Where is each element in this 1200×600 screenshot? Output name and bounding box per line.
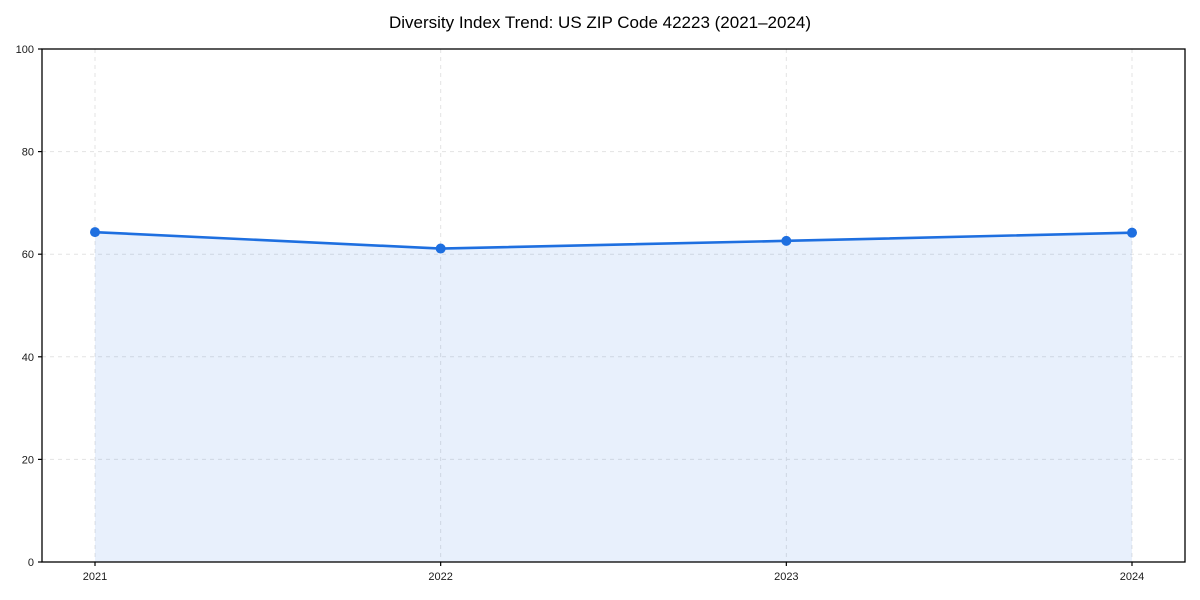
plot-spines	[41, 48, 1186, 563]
y-tick-label: 100	[16, 44, 34, 56]
area-fill	[95, 232, 1132, 563]
x-tick-label: 2023	[774, 571, 798, 583]
y-tick-label: 40	[22, 352, 34, 364]
x-tick-label: 2022	[428, 571, 452, 583]
data-point-marker	[90, 227, 100, 238]
data-point-marker	[781, 235, 792, 246]
y-tick-label: 80	[22, 147, 34, 159]
y-tick-label: 20	[22, 454, 34, 466]
x-tick-label: 2024	[1120, 571, 1144, 583]
data-point-marker	[1127, 227, 1137, 238]
x-tick-label: 2021	[83, 571, 107, 583]
y-tick-label: 60	[22, 249, 34, 261]
y-tick-label: 0	[28, 557, 34, 569]
chart-title: Diversity Index Trend: US ZIP Code 42223…	[388, 13, 812, 32]
data-point-marker	[435, 243, 446, 254]
trend-line	[93, 230, 1134, 250]
